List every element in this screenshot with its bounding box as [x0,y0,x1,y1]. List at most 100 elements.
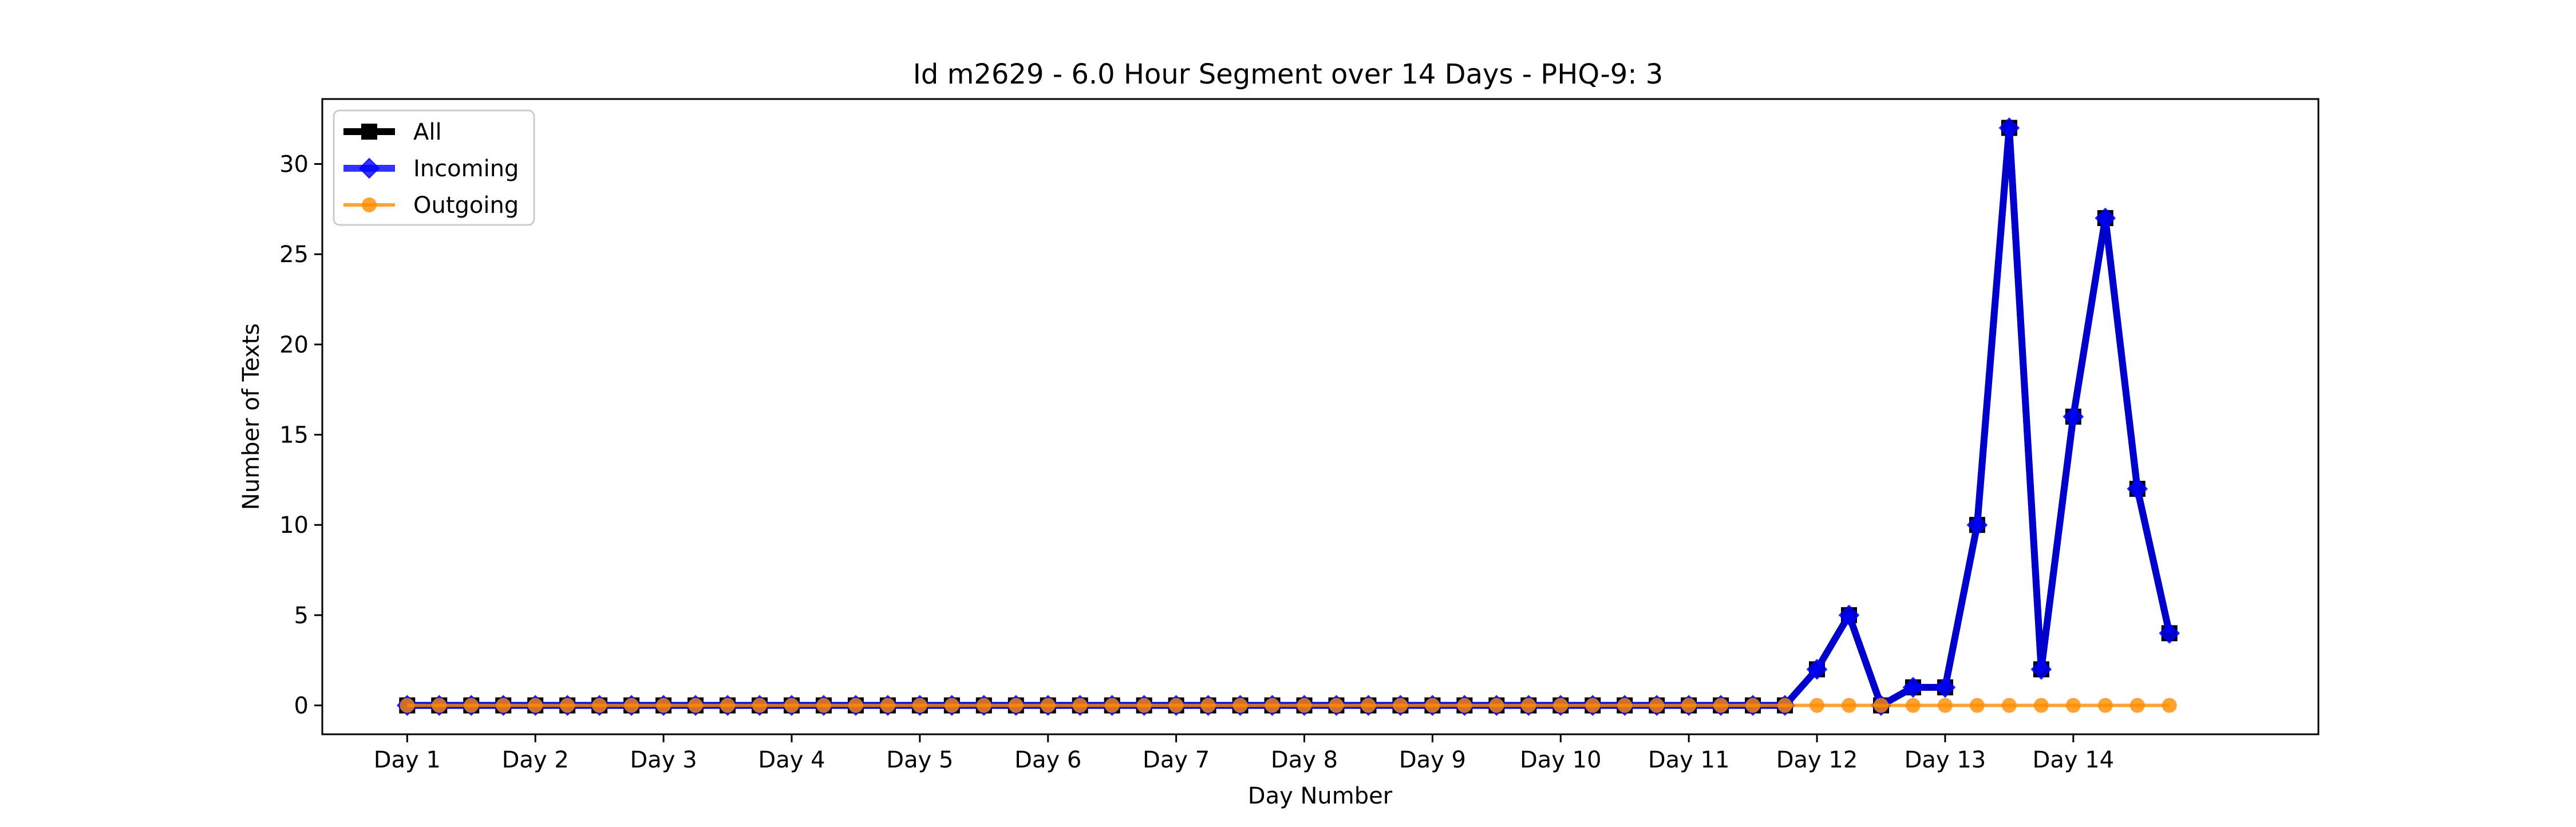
data-point-outgoing [1553,698,1568,713]
data-point-outgoing [1072,698,1088,713]
data-point-outgoing [2001,698,2017,713]
data-point-outgoing [1425,698,1440,713]
legend-label: All [413,119,442,145]
data-point-outgoing [1361,698,1376,713]
x-tick-label: Day 3 [630,747,697,773]
x-tick-label: Day 2 [502,747,569,773]
data-point-outgoing [816,698,831,713]
series-line-all [407,124,2173,709]
legend-item-all: All [343,119,442,145]
data-point-outgoing [976,698,991,713]
series-all [399,120,2178,714]
x-tick-label: Day 4 [758,747,825,773]
series-outgoing [400,698,2177,713]
data-point-outgoing [1713,698,1729,713]
data-point-outgoing [784,698,799,713]
data-point-outgoing [880,698,895,713]
legend-label: Incoming [413,156,519,182]
data-point-outgoing [1777,698,1793,713]
series-incoming [396,117,2180,716]
legend-marker [362,197,377,212]
data-point-outgoing [2033,698,2049,713]
data-point-outgoing [1040,698,1056,713]
x-axis-label: Day Number [1248,783,1393,809]
data-point-outgoing [592,698,607,713]
data-point-outgoing [1969,698,1985,713]
data-point-incoming [2095,207,2116,229]
data-point-outgoing [1585,698,1601,713]
data-point-outgoing [2129,698,2145,713]
data-point-outgoing [1104,698,1120,713]
legend-item-outgoing: Outgoing [343,192,519,219]
x-tick-label: Day 1 [374,747,441,773]
data-point-outgoing [1329,698,1344,713]
data-point-outgoing [1393,698,1408,713]
y-tick-label: 0 [294,693,309,719]
data-point-outgoing [1136,698,1152,713]
x-tick-label: Day 14 [2033,747,2115,773]
x-tick-label: Day 11 [1648,747,1730,773]
x-tick-label: Day 12 [1776,747,1858,773]
data-point-outgoing [464,698,479,713]
data-point-outgoing [400,698,415,713]
plot-area [396,117,2180,716]
data-point-outgoing [1200,698,1216,713]
data-point-outgoing [2162,698,2177,713]
data-point-outgoing [1232,698,1248,713]
data-point-outgoing [656,698,671,713]
legend-label: Outgoing [413,192,519,219]
data-point-outgoing [912,698,927,713]
x-tick-label: Day 7 [1143,747,1210,773]
data-point-outgoing [848,698,863,713]
x-tick-label: Day 5 [886,747,953,773]
data-point-incoming [1966,514,1988,536]
data-point-outgoing [528,698,543,713]
x-tick-label: Day 8 [1271,747,1338,773]
series-line-incoming [407,124,2173,709]
data-point-outgoing [1168,698,1184,713]
data-point-outgoing [1457,698,1472,713]
legend-item-incoming: Incoming [343,156,519,182]
y-axis-label: Number of Texts [238,323,264,510]
data-point-outgoing [1649,698,1665,713]
data-point-outgoing [496,698,511,713]
data-point-outgoing [720,698,736,713]
data-point-outgoing [1681,698,1697,713]
data-point-outgoing [560,698,575,713]
data-point-outgoing [688,698,704,713]
chart-title: Id m2629 - 6.0 Hour Segment over 14 Days… [913,58,1664,90]
data-point-incoming [2127,478,2148,500]
data-point-outgoing [1905,698,1921,713]
data-point-outgoing [1008,698,1024,713]
legend-box [333,109,535,226]
y-tick-label: 25 [279,242,309,268]
data-point-outgoing [752,698,768,713]
legend-marker [358,157,380,179]
data-point-outgoing [624,698,639,713]
y-tick-label: 15 [279,422,309,449]
y-tick-label: 30 [279,152,309,178]
data-point-outgoing [944,698,959,713]
data-point-incoming [2159,622,2180,644]
data-point-outgoing [1842,698,1857,713]
data-point-incoming [1902,676,1924,698]
legend: All Incoming Outgoing [333,109,535,226]
plot-frame [321,98,2320,735]
x-tick-label: Day 10 [1520,747,1602,773]
data-point-incoming [1838,604,1860,626]
data-point-outgoing [2065,698,2081,713]
data-point-incoming [1934,676,1956,698]
data-point-outgoing [1617,698,1633,713]
data-point-incoming [1806,659,1828,680]
data-point-outgoing [1937,698,1953,713]
data-point-outgoing [1265,698,1280,713]
data-point-outgoing [432,698,447,713]
x-tick-label: Day 9 [1399,747,1466,773]
legend-marker [361,124,377,140]
y-axis: 0 5 10 15 20 25 30 [279,152,322,719]
data-point-outgoing [1873,698,1888,713]
data-point-outgoing [1489,698,1504,713]
x-axis: Day 1 Day 2 Day 3 Day 4 Day 5 Day 6 Day 7 Day 8… [374,734,2114,773]
